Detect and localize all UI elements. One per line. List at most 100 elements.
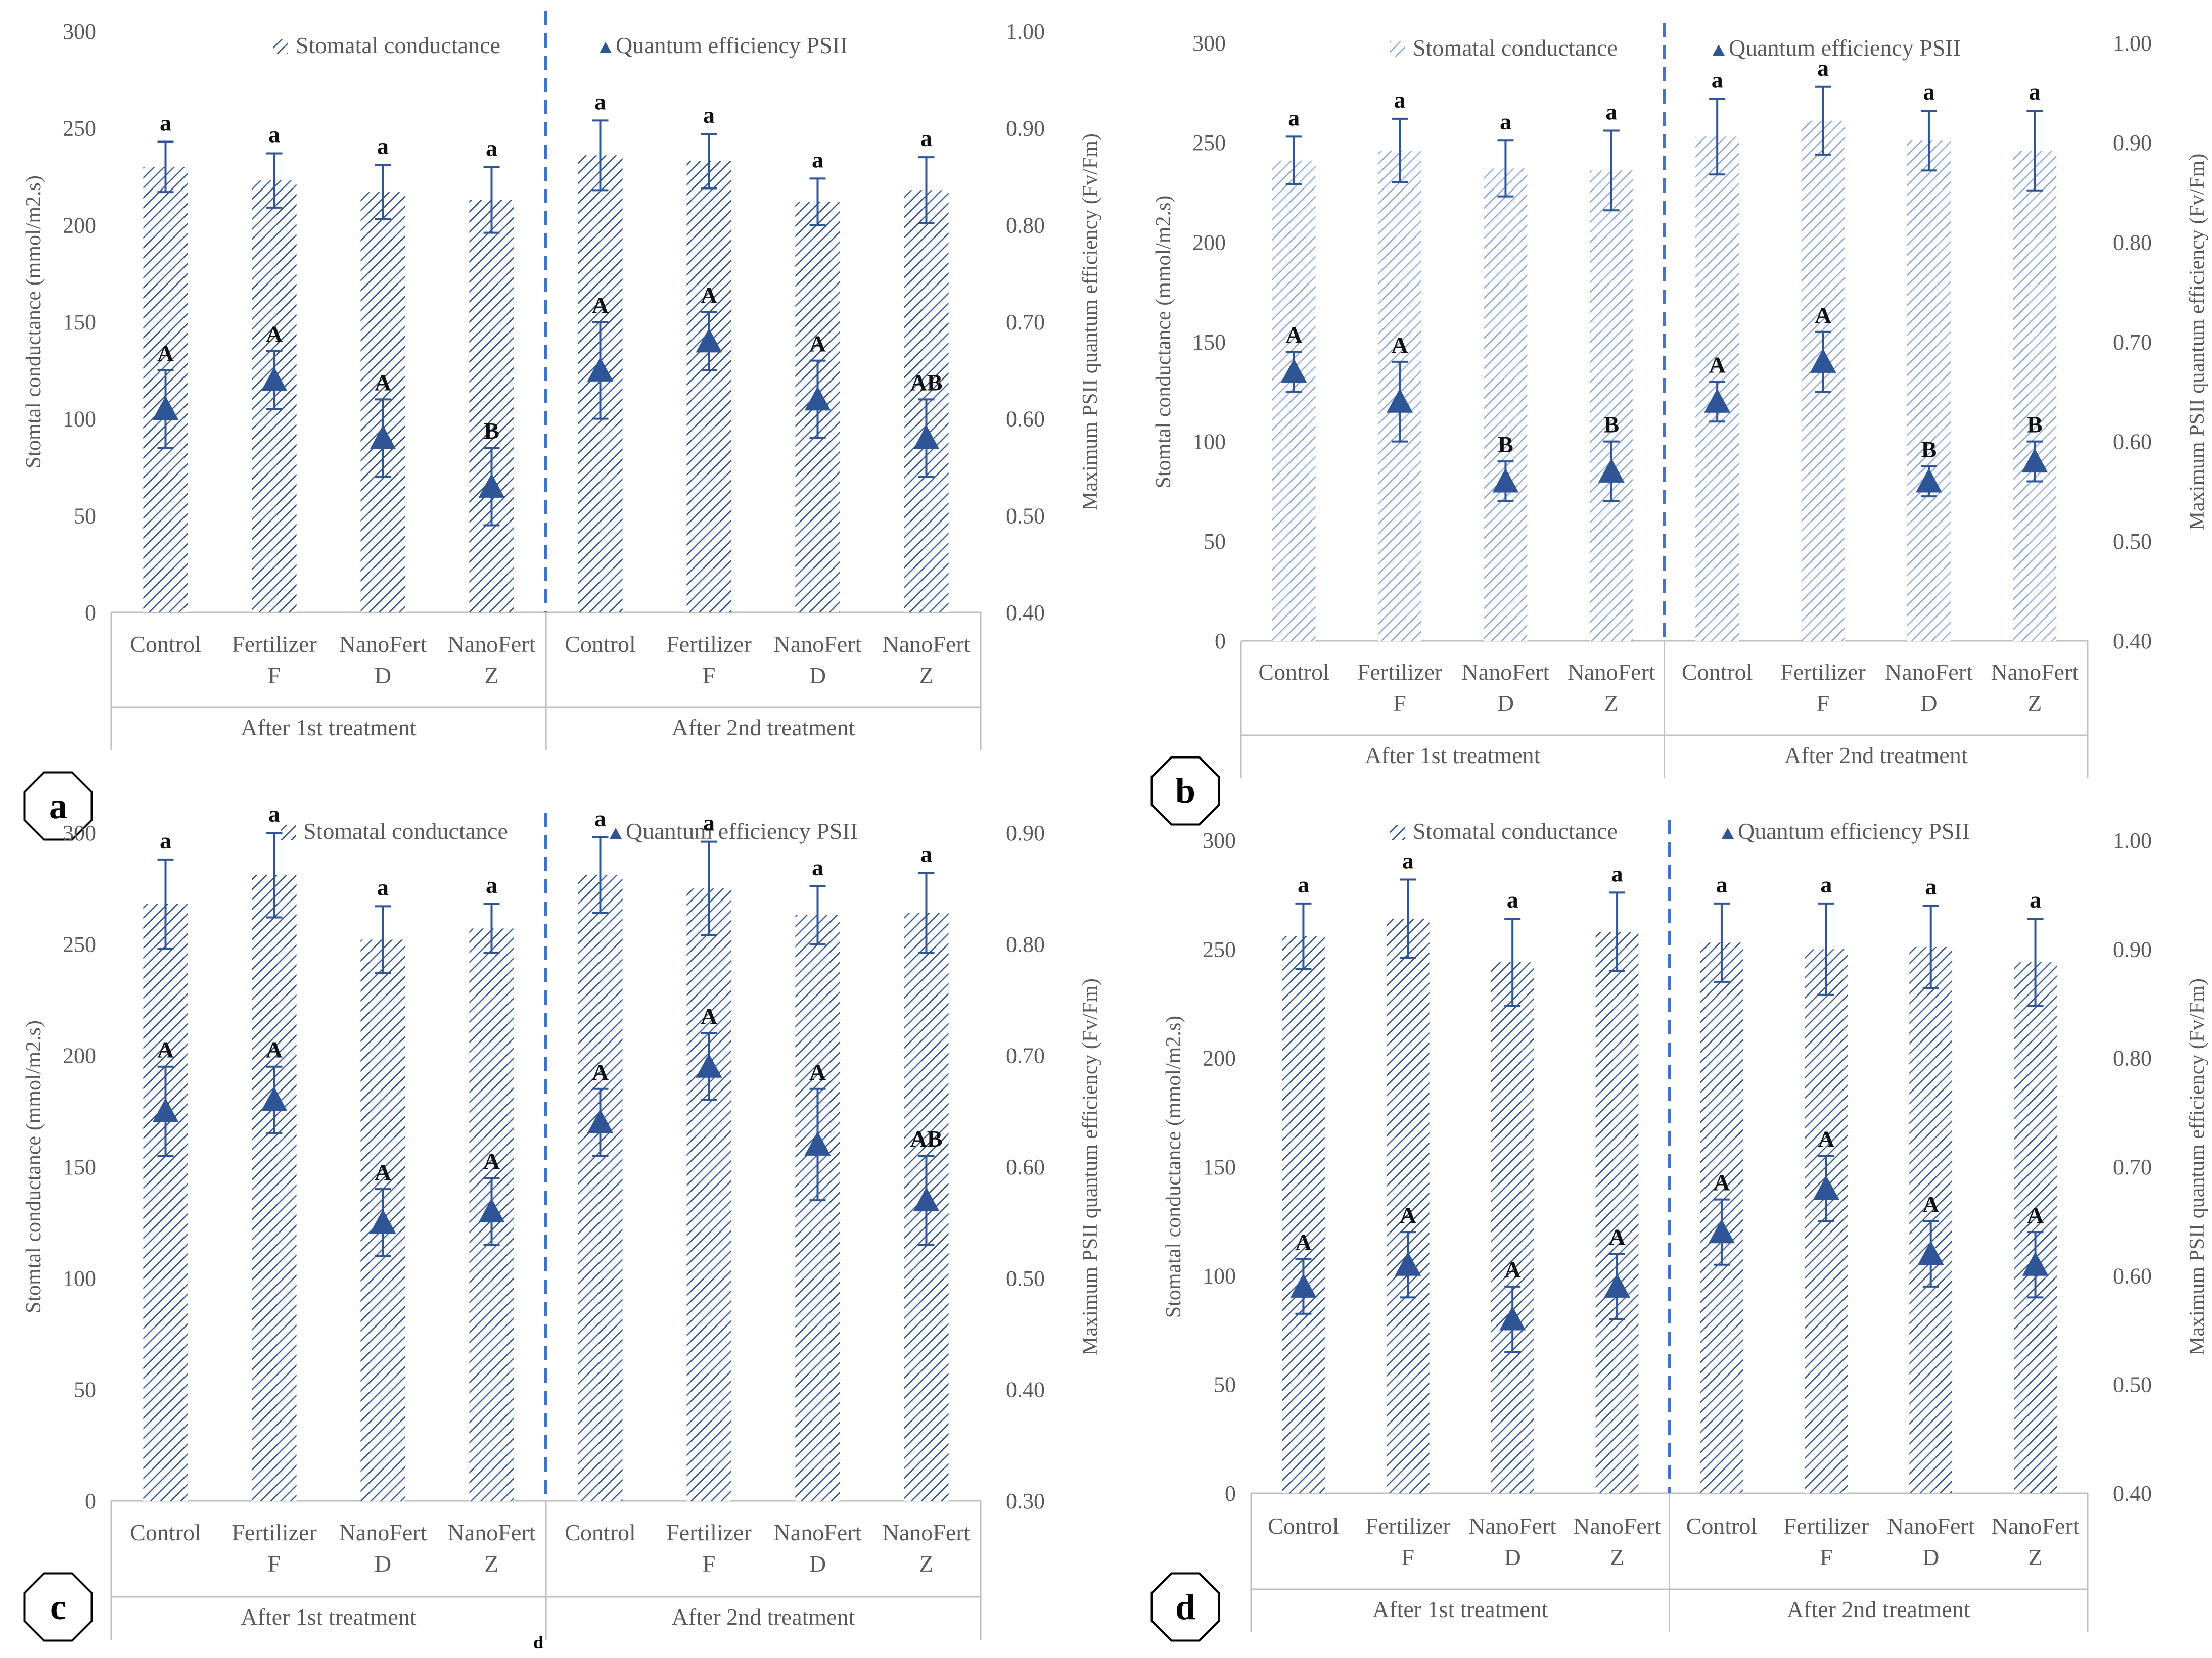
- point-psii-7: [1917, 1241, 1944, 1265]
- point-significance-label: A: [266, 1037, 283, 1063]
- point-psii-3: [1499, 1306, 1526, 1331]
- point-psii-3: [1492, 468, 1519, 493]
- point-psii-6: [696, 1053, 722, 1078]
- group-label: After 1st treatment: [1372, 1596, 1548, 1622]
- point-psii-2: [261, 367, 288, 391]
- category-label: Fertilizer: [1357, 659, 1443, 685]
- point-significance-label: AB: [910, 369, 943, 395]
- y2-tick-label: 0.30: [1006, 1489, 1045, 1513]
- y2-tick-label: 1.00: [2113, 31, 2152, 56]
- y-tick-label: 250: [1192, 130, 1226, 155]
- group-label: After 2nd treatment: [672, 715, 855, 740]
- bar-stomatal-4: [1595, 931, 1639, 1493]
- y2-tick-label: 0.40: [1006, 600, 1045, 625]
- legend-marker-label: Quantum efficiency PSII: [1738, 818, 1970, 844]
- point-significance-label: A: [1709, 352, 1726, 377]
- category-label: NanoFert: [774, 1520, 862, 1545]
- panel-letter: d: [1175, 1587, 1195, 1627]
- chart-panel-c: 0 50 100 150 200 250 300 0.30 0.40 0.50 0.60 0.70 0.…: [22, 801, 1102, 1642]
- group-label: After 2nd treatment: [1784, 742, 1968, 768]
- legend-marker-swatch: [1713, 44, 1725, 56]
- y-tick-label: 100: [63, 1266, 96, 1291]
- y2-tick-label: 0.60: [2113, 430, 2152, 454]
- legend-marker-label: Quantum efficiency PSII: [616, 32, 848, 58]
- y-tick-label: 50: [1204, 529, 1226, 554]
- point-psii-5: [1704, 388, 1731, 413]
- y-tick-label: 150: [63, 310, 96, 335]
- y2-tick-label: 0.40: [2113, 629, 2152, 653]
- category-label: NanoFert: [448, 1520, 536, 1545]
- category-sublabel: D: [1920, 690, 1937, 716]
- bar-stomatal-7: [1907, 140, 1951, 641]
- y-tick-label: 250: [63, 932, 96, 957]
- category-sublabel: Z: [1604, 690, 1619, 716]
- bar-significance-label: a: [1394, 87, 1406, 113]
- y-tick-label: 300: [63, 821, 96, 845]
- chart-panel-b: 0 50 100 150 200 250 300 0.40 0.50 0.60 0.70 0.80 0.…: [1150, 23, 2209, 826]
- y-tick-label: 250: [63, 116, 96, 141]
- y2-tick-label: 0.80: [1006, 213, 1045, 238]
- category-label: Fertilizer: [666, 1520, 752, 1545]
- bar-significance-label: a: [486, 135, 497, 161]
- bar-stomatal-7: [795, 915, 840, 1501]
- bar-stomatal-4: [1589, 170, 1633, 641]
- category-sublabel: Z: [919, 662, 933, 688]
- legend-marker-swatch: [1722, 828, 1734, 839]
- category-sublabel: D: [375, 1551, 391, 1577]
- point-psii-3: [370, 1209, 396, 1234]
- category-sublabel: Z: [1610, 1544, 1624, 1570]
- bar-significance-label: a: [703, 102, 715, 128]
- category-label: Control: [130, 1520, 201, 1545]
- bar-significance-label: a: [1820, 872, 1832, 897]
- bar-significance-label: a: [486, 872, 497, 898]
- y2-tick-label: 0.50: [2113, 529, 2152, 554]
- category-label: NanoFert: [1462, 659, 1550, 685]
- point-psii-7: [804, 1131, 831, 1156]
- category-sublabel: D: [1497, 690, 1514, 716]
- legend-bar-swatch: [1390, 825, 1405, 840]
- point-psii-3: [370, 425, 396, 449]
- y2-tick-label: 0.50: [1006, 503, 1045, 528]
- y2-tick-label: 0.70: [2113, 330, 2152, 355]
- category-label: NanoFert: [339, 631, 427, 657]
- point-psii-6: [696, 328, 722, 353]
- bar-significance-label: a: [1611, 861, 1623, 886]
- bar-stomatal-3: [1491, 962, 1534, 1493]
- bar-significance-label: a: [1923, 79, 1934, 105]
- category-label: NanoFert: [774, 631, 862, 657]
- legend-bar-label: Stomatal conductance: [296, 32, 500, 58]
- category-label: NanoFert: [1468, 1513, 1556, 1539]
- y-tick-label: 50: [1214, 1372, 1236, 1397]
- legend-bar-label: Stomatal conductance: [1413, 818, 1618, 844]
- panel-badge: [23, 1572, 93, 1642]
- point-psii-4: [478, 1198, 505, 1223]
- category-label: Fertilizer: [666, 631, 752, 657]
- point-significance-label: A: [1713, 1170, 1730, 1196]
- point-significance-label: A: [701, 282, 717, 308]
- point-significance-label: AB: [910, 1126, 943, 1152]
- point-psii-7: [1915, 468, 1942, 493]
- point-significance-label: A: [1400, 1202, 1416, 1228]
- y2-axis-title: Maximum PSII quantum efficiency (Fv/Fm): [2186, 978, 2209, 1355]
- point-significance-label: A: [1608, 1224, 1625, 1250]
- y-tick-label: 100: [63, 407, 96, 432]
- point-significance-label: A: [809, 1059, 826, 1085]
- point-psii-5: [1708, 1219, 1735, 1244]
- bar-significance-label: a: [1925, 874, 1937, 899]
- bar-significance-label: a: [594, 806, 606, 831]
- y-tick-label: 0: [85, 600, 96, 625]
- point-psii-5: [587, 1109, 614, 1133]
- category-sublabel: D: [375, 662, 391, 688]
- y2-tick-label: 1.00: [2113, 828, 2152, 853]
- y-tick-label: 150: [63, 1155, 96, 1179]
- y-tick-label: 0: [1225, 1481, 1236, 1506]
- point-psii-5: [587, 357, 614, 382]
- category-sublabel: Z: [919, 1551, 933, 1577]
- bar-significance-label: a: [1402, 848, 1414, 874]
- y2-tick-label: 0.80: [1006, 932, 1045, 957]
- y2-tick-label: 0.90: [2113, 130, 2152, 155]
- y-axis-title: Stomtal conductance (mmol/m2.s): [22, 175, 45, 468]
- category-sublabel: D: [1504, 1544, 1521, 1570]
- legend-bar-label: Stomatal conductance: [303, 818, 508, 844]
- y2-tick-label: 0.60: [1006, 1155, 1045, 1179]
